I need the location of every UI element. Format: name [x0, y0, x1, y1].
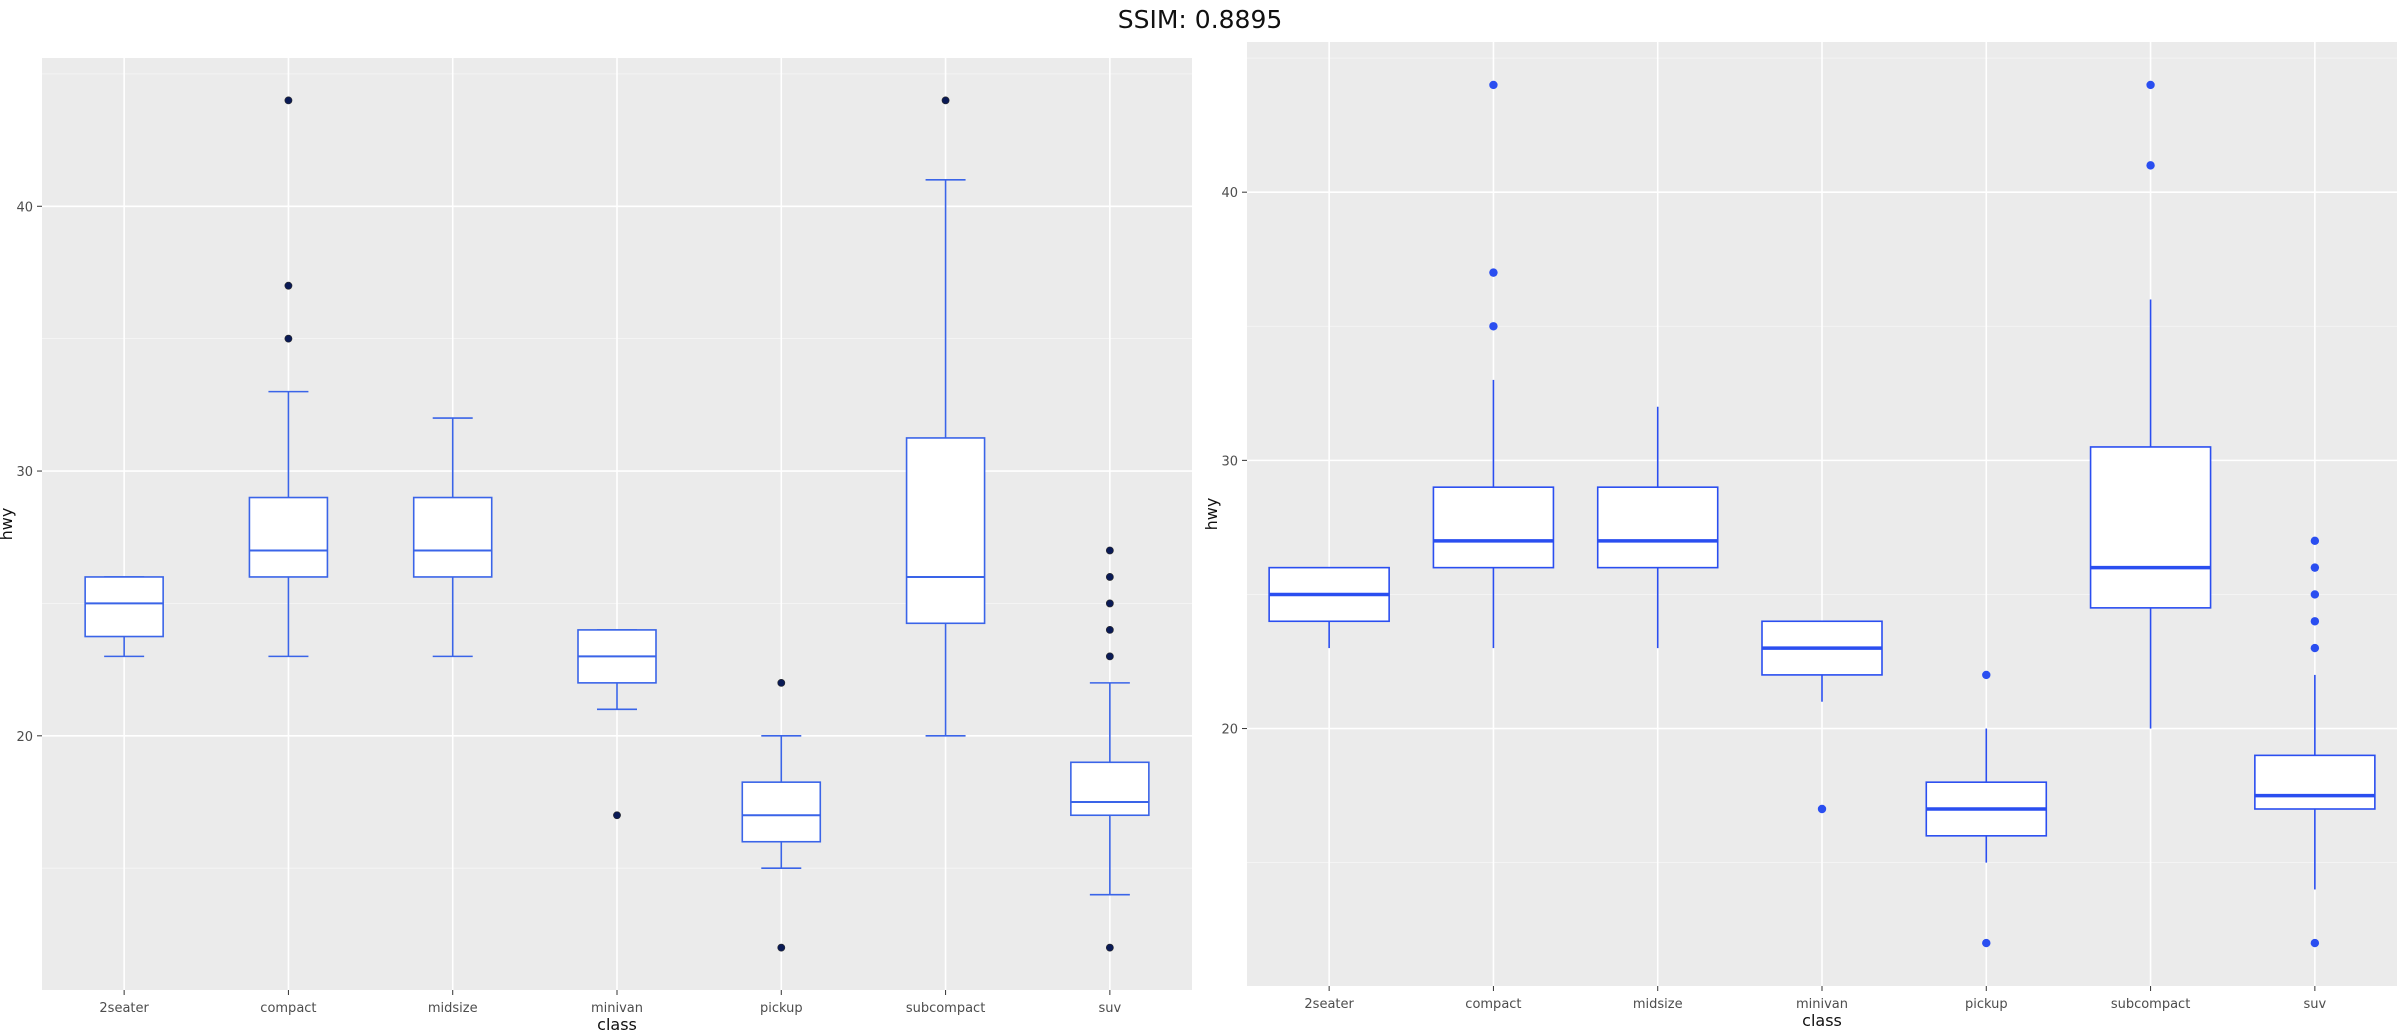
left-box-compact [248, 96, 329, 658]
left-box-rect [84, 576, 164, 638]
right-box-suv [2254, 536, 2376, 948]
left-y-tick-label: 20 [16, 730, 33, 745]
right-box-rect [1596, 486, 1719, 569]
left-box-minivan [577, 629, 657, 820]
right-x-tick-label: subcompact [2111, 997, 2191, 1012]
right-x-tick-label: pickup [1965, 997, 2008, 1012]
left-outlier-point [284, 334, 293, 343]
left-x-tick-label: midsize [428, 1001, 478, 1016]
left-outlier-point [1105, 626, 1114, 634]
left-box-2seater [84, 576, 164, 658]
left-outlier-point [1105, 943, 1114, 952]
left-x-tick-label: 2seater [99, 1001, 149, 1016]
left-outlier-point [941, 96, 950, 105]
left-box-suv [1070, 546, 1150, 952]
left-outlier-point [1105, 573, 1114, 581]
right-outlier-point [1489, 80, 1498, 90]
right-outlier-point [2310, 536, 2320, 546]
right-box-2seater [1268, 566, 1390, 649]
right-x-tick-label: midsize [1633, 997, 1683, 1012]
right-outlier-point [2310, 563, 2320, 572]
left-outlier-point [1105, 599, 1114, 608]
left-x-tick-label: minivan [591, 1001, 643, 1016]
left-x-tick-label: pickup [760, 1001, 803, 1016]
left-box-rect [905, 437, 986, 625]
right-outlier-point [1817, 804, 1827, 814]
right-outlier-point [2310, 617, 2320, 626]
right-box-minivan [1761, 620, 1883, 814]
right-y-tick-label: 20 [1221, 723, 1238, 738]
right-x-axis-title: class [1802, 1011, 1842, 1030]
left-y-tick-label: 30 [16, 465, 33, 480]
left-y-tick-label: 40 [16, 200, 33, 215]
right-outlier-point [2146, 161, 2155, 170]
left-box-pickup [741, 678, 822, 952]
right-x-tick-label: suv [2303, 997, 2326, 1012]
left-outlier-point [1105, 546, 1114, 555]
right-y-axis-title: hwy [1202, 498, 1221, 531]
left-outlier-point [284, 281, 293, 290]
right-box-rect [2089, 446, 2212, 609]
left-box-rect [741, 781, 822, 843]
left-outlier-point [284, 96, 293, 105]
right-outlier-point [2310, 590, 2320, 599]
right-x-tick-label: compact [1465, 997, 1521, 1012]
left-box-rect [412, 496, 493, 578]
left-y-axis-title: hwy [0, 508, 16, 541]
right-box-pickup [1925, 670, 2048, 948]
chart-right: 20 30 40 2seater compact midsize minivan pickup… [1202, 42, 2397, 1030]
chart-left: 20 30 40 2seater compact midsize minivan pickup… [0, 58, 1192, 1034]
right-outlier-point [1982, 670, 1991, 680]
left-outlier-point [777, 678, 786, 687]
right-box-rect [2254, 754, 2376, 810]
right-outlier-point [2310, 643, 2320, 653]
right-outlier-point [2310, 938, 2320, 948]
left-outlier-point [777, 943, 786, 952]
right-y-tick-label: 30 [1221, 454, 1238, 469]
right-x-tick-label: 2seater [1304, 997, 1354, 1012]
left-x-axis-title: class [597, 1015, 637, 1034]
right-outlier-point [1489, 268, 1498, 277]
page-title: SSIM: 0.8895 [1117, 5, 1283, 34]
right-outlier-point [2146, 80, 2155, 90]
right-outlier-point [1489, 322, 1498, 331]
left-x-tick-label: compact [260, 1001, 316, 1016]
right-box-subcompact [2089, 80, 2212, 729]
right-outlier-point [1982, 938, 1991, 948]
left-x-tick-label: suv [1098, 1001, 1121, 1016]
right-x-tick-label: minivan [1796, 997, 1848, 1012]
left-box-rect [1070, 761, 1150, 817]
left-x-tick-label: subcompact [906, 1001, 986, 1016]
left-box-rect [248, 496, 329, 578]
left-outlier-point [1105, 652, 1114, 661]
right-box-midsize [1596, 406, 1719, 649]
left-box-midsize [412, 417, 493, 658]
right-y-tick-label: 40 [1221, 186, 1238, 201]
left-box-subcompact [905, 96, 986, 737]
left-outlier-point [613, 811, 621, 820]
right-box-compact [1432, 80, 1555, 649]
right-box-rect [1432, 486, 1555, 569]
